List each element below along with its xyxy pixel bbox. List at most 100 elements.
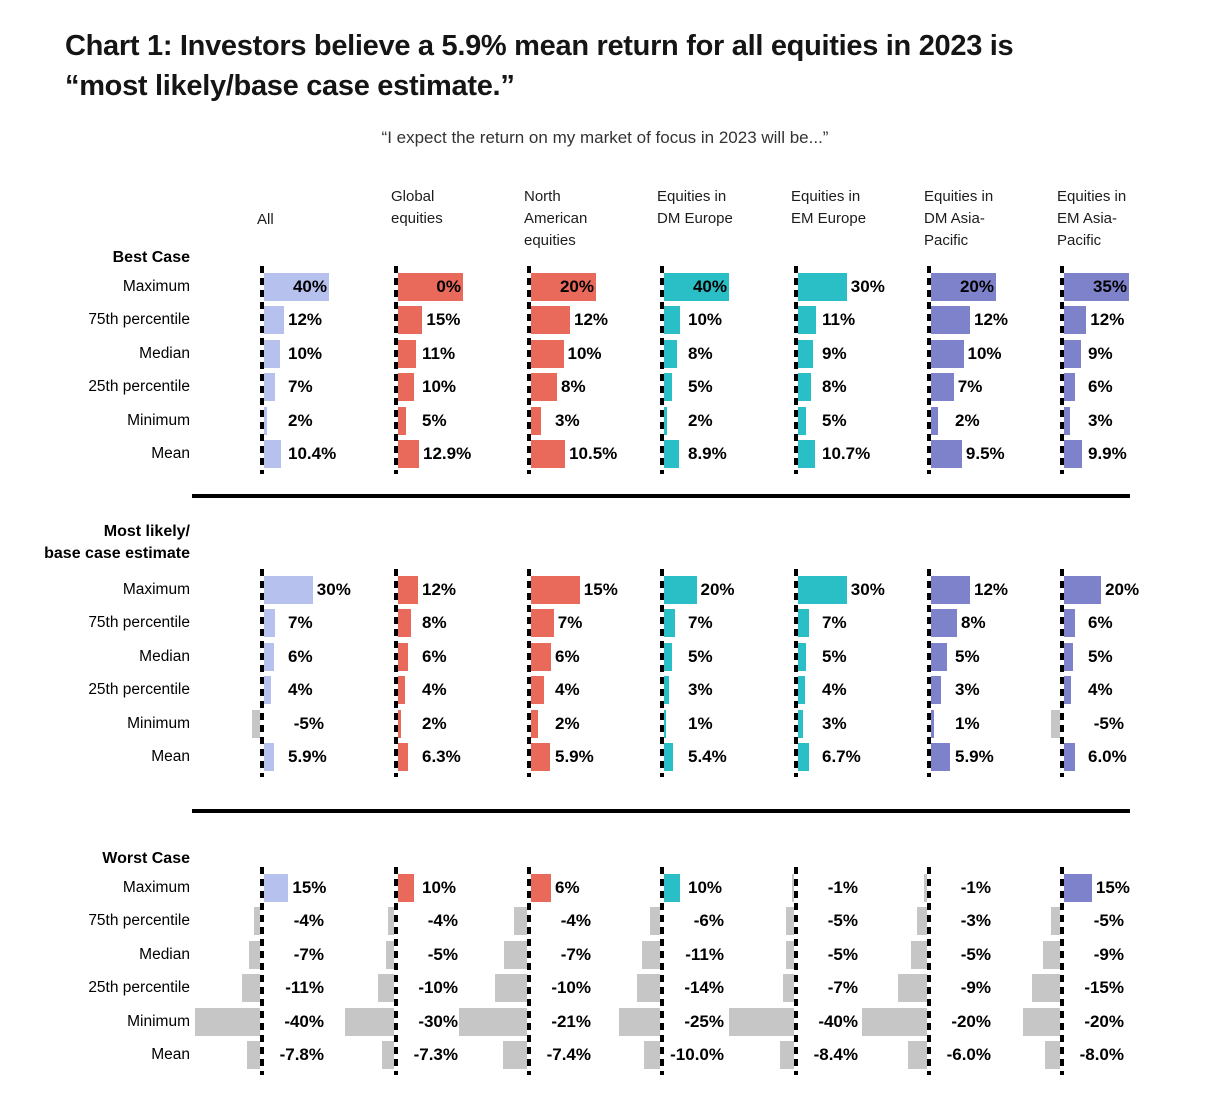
value-label: -10.0%	[670, 1045, 724, 1064]
row-label: 25th percentile	[88, 681, 190, 699]
column-header-line: Equities in	[924, 188, 994, 205]
row-label: 75th percentile	[88, 614, 190, 632]
bar	[798, 406, 807, 435]
axis-line	[527, 569, 531, 778]
bar	[798, 743, 809, 771]
bar	[531, 406, 541, 435]
value-label: 20%	[959, 277, 994, 296]
bar	[1064, 373, 1076, 402]
bar	[251, 709, 260, 738]
value-label: -1%	[827, 878, 858, 897]
bar	[931, 743, 951, 771]
bar	[398, 576, 418, 604]
row-label: Maximum	[122, 879, 190, 896]
bar	[458, 1007, 528, 1036]
bar	[264, 874, 289, 902]
bar	[664, 339, 677, 368]
bar	[253, 907, 260, 936]
value-label: 5%	[422, 410, 447, 430]
value-label: 6.7%	[822, 747, 861, 766]
bar	[1064, 440, 1083, 468]
bar	[502, 1041, 527, 1069]
bar	[504, 940, 528, 969]
bar	[531, 373, 557, 402]
value-label: 5%	[1088, 646, 1113, 666]
bar	[782, 974, 794, 1003]
bar	[387, 907, 394, 936]
bar	[264, 373, 276, 402]
value-label: 5%	[822, 410, 847, 430]
value-label: 9%	[822, 343, 847, 363]
bar	[398, 609, 411, 638]
value-label: -7.4%	[546, 1045, 591, 1064]
bar	[398, 874, 415, 902]
bar	[619, 1007, 660, 1036]
value-label: 10%	[288, 343, 323, 363]
value-label: -5%	[827, 944, 858, 964]
bar	[798, 306, 816, 335]
value-label: 20%	[700, 580, 735, 599]
bar	[248, 940, 260, 969]
row-label: 75th percentile	[88, 912, 190, 930]
section-divider-1	[192, 494, 1130, 498]
axis-line	[927, 569, 931, 778]
value-label: 3%	[555, 410, 580, 430]
bar	[664, 609, 676, 638]
value-label: 30%	[316, 580, 351, 599]
value-label: 12%	[1090, 310, 1125, 330]
value-label: -20%	[1084, 1011, 1124, 1031]
bar	[931, 440, 962, 468]
bar	[242, 974, 260, 1003]
bar	[798, 709, 803, 738]
bar	[531, 642, 551, 671]
value-label: 0%	[436, 277, 461, 296]
row-label: Minimum	[127, 714, 190, 732]
axis-line	[927, 266, 931, 475]
bar	[398, 676, 405, 705]
bar	[1032, 974, 1060, 1003]
axis-line	[660, 266, 664, 475]
value-label: 10%	[422, 878, 457, 897]
column-header-line: Pacific	[1057, 232, 1102, 249]
bar	[264, 339, 281, 368]
value-label: 10%	[567, 343, 602, 363]
value-label: 10%	[688, 878, 723, 897]
value-label: 8%	[688, 343, 713, 363]
bar	[798, 642, 807, 671]
bar	[531, 874, 551, 902]
bar	[642, 940, 660, 969]
row-label: 25th percentile	[88, 378, 190, 396]
bar	[798, 576, 847, 604]
value-label: 10%	[422, 377, 457, 397]
bar	[650, 907, 661, 936]
value-label: 9.5%	[965, 444, 1005, 463]
bar	[931, 676, 941, 705]
column-header: Equities in EM Europe	[791, 186, 919, 230]
bar	[1050, 709, 1060, 738]
value-label: 5%	[822, 646, 847, 666]
row-label: Maximum	[122, 581, 190, 598]
column-header: Equities in DM Asia- Pacific	[924, 186, 1052, 252]
bar	[398, 339, 416, 368]
value-label: -14%	[684, 978, 724, 998]
bar	[931, 576, 970, 604]
value-label: -21%	[551, 1011, 591, 1031]
bar	[264, 306, 284, 335]
value-label: -5%	[1093, 713, 1124, 733]
bar	[1064, 576, 1102, 604]
value-label: 2%	[555, 713, 580, 733]
value-label: -4%	[560, 911, 591, 931]
row-label: Maximum	[122, 278, 190, 295]
bar	[531, 709, 538, 738]
value-label: 40%	[292, 277, 327, 296]
bar	[664, 273, 729, 301]
value-label: 6.0%	[1088, 747, 1127, 766]
value-label: -25%	[684, 1011, 724, 1031]
bar	[247, 1041, 260, 1069]
value-label: 9%	[1088, 343, 1113, 363]
axis-line	[660, 569, 664, 778]
axis-line	[527, 867, 531, 1076]
bar	[931, 306, 970, 335]
value-label: 35%	[1092, 277, 1127, 296]
bar	[531, 576, 580, 604]
